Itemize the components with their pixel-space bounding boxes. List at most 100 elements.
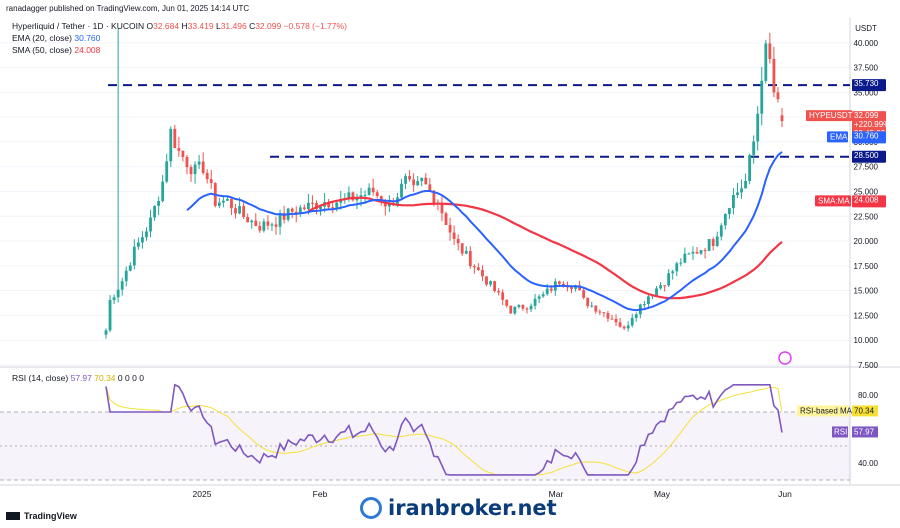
level-badge-bottom <box>852 150 886 163</box>
candle-body <box>493 281 497 292</box>
sma-legend-value: 24.008 <box>74 45 101 55</box>
candle-body <box>278 213 282 227</box>
candle-body <box>667 273 671 286</box>
candle-body <box>302 207 306 209</box>
candle-body <box>695 251 699 254</box>
candle-body <box>752 141 756 155</box>
candle-body <box>481 269 484 277</box>
sma-50-line <box>307 196 783 300</box>
candle-body <box>298 207 302 214</box>
candle-body <box>452 232 456 239</box>
time-axis-label: 2025 <box>193 489 212 499</box>
candle-body <box>132 246 136 266</box>
candle-body <box>416 181 420 186</box>
candle-body <box>351 192 355 201</box>
candle-body <box>230 198 233 209</box>
candle-body <box>185 157 189 168</box>
ema-name-label-bg <box>827 131 848 143</box>
candle-body <box>408 176 412 180</box>
price-tick-label: 15.000 <box>854 287 879 296</box>
sma-name-label-bg <box>815 195 851 207</box>
ohlc-value-o: 32.684 <box>153 21 180 31</box>
rsi-ma-name-bg <box>797 405 849 417</box>
candle-body <box>598 311 602 313</box>
rsi-name-label: RSI <box>834 427 847 436</box>
candle-body <box>173 128 177 149</box>
candle-body <box>136 242 140 247</box>
candle-body <box>578 285 582 291</box>
tradingview-icon <box>6 512 20 520</box>
watermark: iranbroker.net <box>360 496 557 520</box>
candle-body <box>764 43 768 81</box>
candle-body <box>533 298 537 306</box>
rsi-ma-badge-text: 70.34 <box>854 406 875 415</box>
sma-legend[interactable]: SMA (50, close) 24.008 <box>12 45 101 55</box>
candle-body <box>327 202 331 208</box>
alert-icon[interactable] <box>778 351 792 365</box>
candle-body <box>602 312 606 314</box>
candle-body <box>383 202 387 207</box>
candle-body <box>177 148 181 151</box>
candle-body <box>428 184 432 191</box>
candle-body <box>120 281 124 290</box>
ema-legend-value: 30.760 <box>74 33 101 43</box>
candle-body <box>509 305 513 314</box>
rsi-legend[interactable]: RSI (14, close) 57.97 70.34 0 0 0 0 <box>12 373 144 383</box>
candle-body <box>238 205 241 214</box>
candle-body <box>776 92 780 100</box>
candle-body <box>517 304 521 307</box>
candle-body <box>116 289 120 298</box>
candle-body <box>541 294 545 297</box>
candle-body <box>197 161 201 165</box>
candle-body <box>768 43 772 59</box>
candle-body <box>618 322 622 327</box>
candle-body <box>505 299 509 306</box>
price-tick-label: 22.500 <box>854 212 879 221</box>
candle-body <box>570 287 573 289</box>
candle-body <box>258 225 262 231</box>
candle-body <box>529 305 533 310</box>
time-axis-label: May <box>654 489 671 499</box>
ema-legend[interactable]: EMA (20, close) 30.760 <box>12 33 101 43</box>
rsi-ma-legend-value: 70.34 <box>94 373 116 383</box>
rsi-badge-text: 57.97 <box>854 427 875 436</box>
candle-body <box>468 250 472 267</box>
price-tick-label: 25.000 <box>854 188 879 197</box>
candle-body <box>128 265 132 271</box>
time-axis-label: Mar <box>549 489 564 499</box>
ohlc-values: O32.684 H33.419 L31.496 C32.099 <box>146 21 281 31</box>
candle-body <box>359 195 363 198</box>
candle-body <box>157 201 161 206</box>
ema-badge <box>852 131 886 144</box>
candle-body <box>727 208 731 215</box>
candle-body <box>748 154 752 181</box>
symbol-price-label: HYPEUSDT <box>809 111 853 120</box>
candle-body <box>226 198 229 201</box>
rsi-tick-label: 40.00 <box>858 459 879 468</box>
candle-body <box>521 304 525 309</box>
symbol-price-label-bg <box>806 110 852 122</box>
price-tick-label: 40.000 <box>854 39 879 48</box>
candle-body <box>250 220 254 223</box>
candle-body <box>586 297 590 306</box>
rsi-legend-value: 57.97 <box>70 373 92 383</box>
candle-body <box>335 202 339 208</box>
candle-body <box>715 236 719 247</box>
ema-name-label: EMA <box>830 132 848 141</box>
candle-body <box>420 177 424 182</box>
rsi-ma-name-label: RSI-based MA <box>800 406 853 415</box>
rsi-tick-label: 80.00 <box>858 391 879 400</box>
candle-body <box>675 263 679 272</box>
candle-body <box>711 239 715 247</box>
candle-body <box>161 181 165 202</box>
sma-name-label: SMA:MA <box>818 196 850 205</box>
candle-body <box>274 224 278 227</box>
candle-body <box>497 291 501 293</box>
candle-body <box>315 202 318 210</box>
symbol-legend[interactable]: Hyperliquid / Tether · 1D · KUCOIN O32.6… <box>12 21 347 31</box>
candle-body <box>319 206 322 210</box>
candle-body <box>537 296 541 299</box>
candle-body <box>582 290 586 298</box>
